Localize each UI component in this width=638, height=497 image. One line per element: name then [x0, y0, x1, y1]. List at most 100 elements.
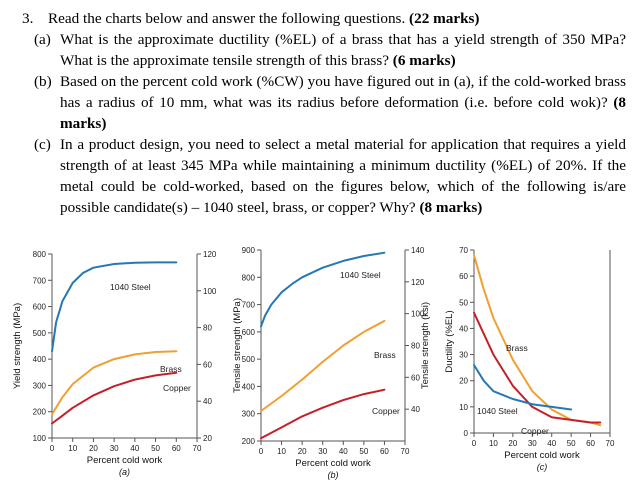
chart-1-ytick-right-label: 80: [411, 342, 420, 351]
chart-1-ytick-label: 800: [242, 273, 256, 282]
chart-1-series-copper-label: Copper: [372, 406, 400, 416]
chart-2-xtick-label: 30: [528, 439, 537, 448]
chart-1-xlabel: Percent cold work: [295, 458, 371, 469]
chart-2-ytick-label: 50: [459, 298, 468, 307]
chart-0-ylabel: Yield strength (MPa): [12, 303, 23, 389]
part-c-label: (c): [34, 136, 51, 153]
chart-2-xtick-label: 50: [567, 439, 576, 448]
chart-1-ytick-right-label: 60: [411, 373, 420, 382]
part-b-body: Based on the percent cold work (%CW) you…: [60, 71, 626, 134]
chart-0-ytick-label: 600: [33, 303, 47, 312]
chart-1-xtick-label: 70: [401, 447, 410, 456]
chart-2-caption: (c): [537, 462, 548, 472]
chart-1-xtick-label: 40: [339, 447, 348, 456]
chart-2-series-steel-line: [473, 364, 573, 411]
chart-2-xtick-label: 10: [489, 439, 498, 448]
part-b-marks: (8 marks): [60, 94, 627, 132]
chart-0-ytick-right-label: 60: [203, 360, 212, 369]
chart-1-ytick-label: 200: [242, 437, 256, 446]
chart-0-xtick-label: 30: [110, 444, 119, 453]
part-c-body: In a product design, you need to select …: [60, 134, 626, 218]
chart-2-series-brass-label: Brass: [506, 343, 528, 353]
chart-1-caption: (b): [328, 470, 339, 480]
question-3: 3. Read the charts below and answer the …: [22, 8, 626, 218]
chart-2-ytick-label: 40: [459, 324, 468, 333]
chart-1-ytick-right-label: 40: [411, 405, 420, 414]
chart-0-ytick-right-label: 20: [203, 434, 212, 443]
chart-1-ytick-label: 300: [242, 410, 256, 419]
chart-2-xtick-label: 70: [606, 439, 615, 448]
chart-0-ytick-label: 800: [33, 250, 47, 259]
chart-0-xtick-label: 40: [130, 444, 139, 453]
chart-0-series-steel-label: 1040 Steel: [110, 282, 151, 292]
part-b-label: (b): [34, 73, 52, 90]
chart-1-ytick-right-label: 100: [411, 310, 425, 319]
part-a: (a) What is the approximate ductility (%…: [34, 29, 626, 71]
chart-1-ytick-label: 900: [242, 246, 256, 255]
part-b: (b) Based on the percent cold work (%CW)…: [34, 71, 626, 134]
question-header: 3. Read the charts below and answer the …: [22, 8, 626, 29]
chart-0-series-steel-line: [51, 261, 178, 353]
chart-2-xlabel: Percent cold work: [504, 450, 580, 461]
chart-2-series-steel-label: 1040 Steel: [477, 406, 518, 416]
chart-1-ylabel-right: Tensile strength (ksi): [420, 302, 431, 389]
chart-1-series-brass-label: Brass: [374, 350, 396, 360]
chart-1-xtick-label: 10: [277, 447, 286, 456]
chart-2-ylabel: Ductility (%EL): [444, 310, 455, 372]
chart-0-series-copper-label: Copper: [163, 383, 191, 393]
part-a-text: What is the approximate ductility (%EL) …: [60, 31, 626, 69]
chart-1-ytick-label: 400: [242, 382, 256, 391]
chart-1-series-steel-label: 1040 Steel: [340, 270, 381, 280]
chart-0-xtick-label: 60: [172, 444, 181, 453]
chart-2-xtick-label: 60: [586, 439, 595, 448]
chart-0-ytick-right-label: 100: [203, 287, 217, 296]
chart-2-ytick-label: 0: [464, 429, 469, 438]
chart-2-xtick-label: 20: [508, 439, 517, 448]
chart-2-ytick-label: 30: [459, 351, 468, 360]
question-intro-marks: (22 marks): [409, 10, 480, 27]
part-c: (c) In a product design, you need to sel…: [34, 134, 626, 218]
chart-0-ytick-label: 100: [33, 434, 47, 443]
chart-0-ytick-label: 700: [33, 276, 47, 285]
question-intro: Read the charts below and answer the fol…: [48, 8, 480, 29]
chart-1-series-copper-line: [260, 388, 386, 440]
chart-0-xlabel: Percent cold work: [87, 455, 163, 466]
chart-0-ytick-label: 300: [33, 381, 47, 390]
chart-2-series-brass-line: [473, 254, 602, 427]
chart-2-ytick-label: 20: [459, 377, 468, 386]
chart-1-ytick-right-label: 120: [411, 278, 425, 287]
chart-0-ytick-label: 500: [33, 329, 47, 338]
chart-0-xtick-label: 70: [193, 444, 202, 453]
chart-0-ytick-right-label: 80: [203, 324, 212, 333]
chart-1-series-steel-line: [260, 251, 386, 328]
chart-2-xtick-label: 0: [472, 439, 477, 448]
chart-1-ytick-label: 600: [242, 328, 256, 337]
chart-2-series-copper-label: Copper: [521, 426, 549, 436]
chart-2-xtick-label: 40: [547, 439, 556, 448]
chart-2-ytick-label: 70: [459, 246, 468, 255]
chart-0-xtick-label: 10: [68, 444, 77, 453]
chart-0-caption: (a): [119, 467, 130, 477]
chart-1-xtick-label: 0: [259, 447, 264, 456]
chart-0-ytick-right-label: 40: [203, 397, 212, 406]
chart-1-ytick-label: 700: [242, 301, 256, 310]
part-c-text: In a product design, you need to select …: [60, 136, 626, 216]
chart-0-series-brass-line: [51, 350, 178, 416]
charts-figure: 100 200 300 400 500 600 700 800 20 40 60 80 100 120 0 1…: [0, 238, 638, 492]
chart-0-xtick-label: 0: [50, 444, 55, 453]
chart-1-xtick-label: 60: [380, 447, 389, 456]
chart-2-ytick-label: 60: [459, 272, 468, 281]
chart-0-xtick-label: 20: [89, 444, 98, 453]
chart-0-ytick-label: 400: [33, 355, 47, 364]
part-c-marks: (8 marks): [419, 199, 483, 216]
chart-1-xtick-label: 20: [298, 447, 307, 456]
question-number: 3.: [22, 10, 34, 27]
chart-0-ytick-right-label: 120: [203, 250, 217, 259]
part-a-marks: (6 marks): [392, 52, 456, 69]
chart-0-xtick-label: 50: [151, 444, 160, 453]
chart-2-ytick-label: 10: [459, 403, 468, 412]
chart-1-ylabel: Tensile strength (MPa): [232, 298, 243, 393]
part-b-text: Based on the percent cold work (%CW) you…: [60, 73, 626, 111]
chart-2-series-copper-line: [473, 311, 602, 424]
